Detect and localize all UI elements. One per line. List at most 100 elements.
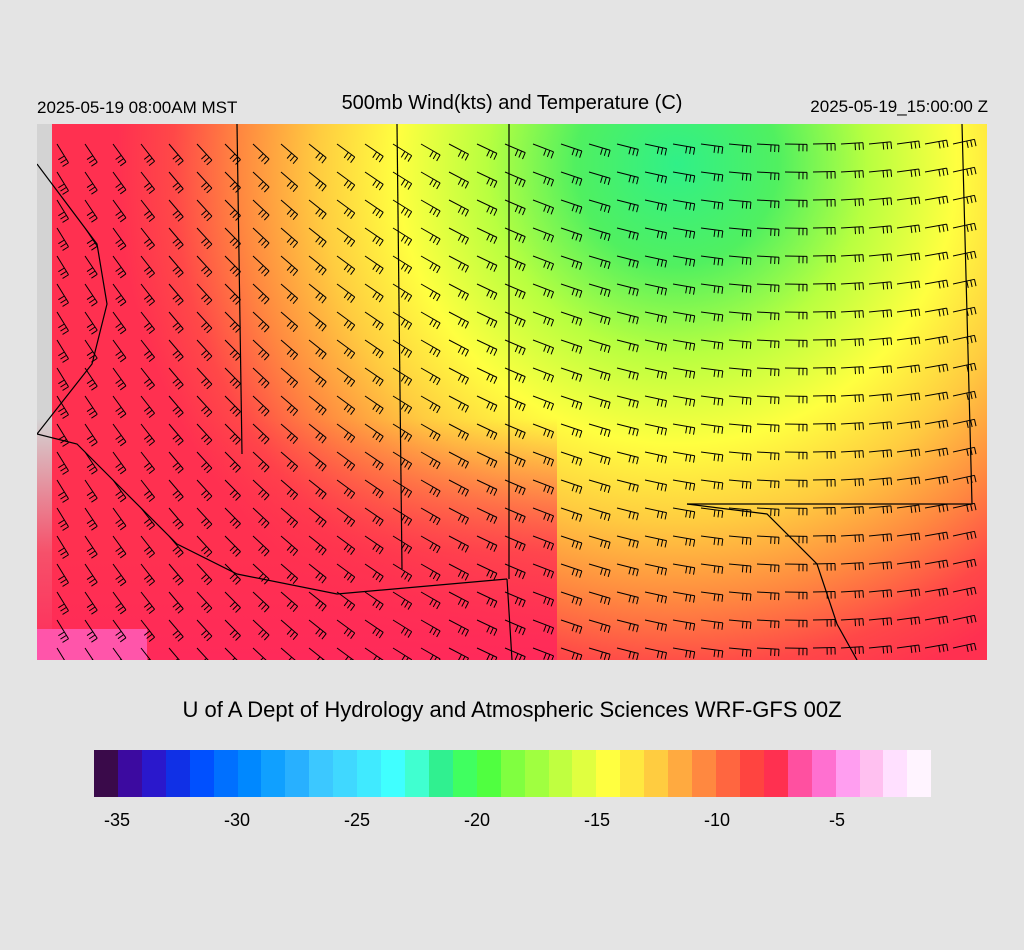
wind-barb-flag bbox=[890, 561, 893, 569]
wind-barb-flag bbox=[882, 450, 885, 458]
wind-barb-flag bbox=[289, 211, 296, 218]
wind-barb-flag bbox=[60, 298, 67, 304]
wind-barb-flag bbox=[910, 449, 913, 458]
wind-barb-flag bbox=[143, 266, 151, 272]
wind-barb-flag bbox=[350, 436, 356, 443]
wind-barb-flag bbox=[91, 553, 98, 559]
wind-barb-flag bbox=[143, 210, 151, 216]
wind-barb bbox=[112, 423, 127, 443]
wind-barb-flag bbox=[343, 460, 349, 467]
wind-barb bbox=[560, 367, 583, 376]
wind-barb-flag bbox=[636, 653, 639, 661]
wind-barb-flag bbox=[88, 242, 96, 248]
colorbar-swatch bbox=[883, 750, 908, 797]
wind-barb-flag bbox=[918, 532, 921, 540]
wind-barb-flag bbox=[938, 253, 941, 261]
wind-barb bbox=[252, 619, 270, 636]
wind-barb-flag bbox=[741, 313, 744, 321]
wind-barb-flag bbox=[946, 140, 949, 148]
wind-barb bbox=[616, 199, 639, 206]
wind-barb-flag bbox=[632, 260, 635, 268]
wind-barb-flag bbox=[910, 561, 913, 570]
wind-barb bbox=[112, 395, 127, 415]
wind-barb-flag bbox=[918, 280, 921, 288]
wind-barb bbox=[700, 171, 723, 176]
wind-barb-flag bbox=[119, 217, 127, 223]
wind-barb-flag bbox=[229, 181, 236, 188]
wind-barb-flag bbox=[404, 433, 409, 440]
wind-barb-flag bbox=[88, 410, 96, 416]
wind-barb-flag bbox=[970, 308, 973, 316]
wind-barb-flag bbox=[117, 298, 124, 304]
colorbar-swatch bbox=[189, 750, 214, 797]
wind-barb-flag bbox=[404, 629, 409, 636]
wind-barb-flag bbox=[58, 323, 65, 329]
wind-barb-flag bbox=[404, 153, 409, 160]
wind-barb-flag bbox=[713, 565, 716, 573]
init-time-label: 2025-05-19_15:00:00 Z bbox=[810, 97, 988, 116]
wind-barb-flag bbox=[493, 461, 498, 468]
wind-barb-flag bbox=[400, 571, 406, 578]
wind-barb-flag bbox=[721, 314, 724, 322]
wind-barb-flag bbox=[232, 240, 239, 247]
wind-barb-flag bbox=[721, 594, 724, 602]
wind-barb-flag bbox=[717, 202, 720, 210]
wind-barb-flag bbox=[546, 290, 551, 298]
wind-barb-flag bbox=[493, 629, 498, 636]
wind-barb bbox=[140, 423, 156, 442]
wind-barb-flag bbox=[464, 321, 469, 329]
wind-barb bbox=[672, 199, 695, 205]
wind-barb-flag bbox=[600, 623, 603, 631]
wind-barb-flag bbox=[289, 239, 296, 246]
wind-barb-flag bbox=[263, 606, 270, 613]
wind-barb-flag bbox=[522, 320, 526, 328]
wind-barb-flag bbox=[461, 180, 466, 187]
wind-barb-flag bbox=[486, 233, 491, 241]
wind-barb bbox=[448, 143, 469, 155]
wind-barb-flag bbox=[970, 532, 973, 540]
wind-barb-flag bbox=[721, 454, 724, 462]
wind-barb-flag bbox=[263, 242, 270, 249]
wind-barb-flag bbox=[407, 463, 413, 470]
wind-barb-flag bbox=[918, 616, 921, 624]
wind-barb-flag bbox=[628, 399, 632, 407]
wind-barb-flag bbox=[175, 521, 182, 527]
wind-barb bbox=[196, 451, 213, 469]
wind-barb-flag bbox=[890, 169, 893, 177]
wind-barb-flag bbox=[232, 548, 239, 555]
wind-barb-flag bbox=[378, 548, 384, 555]
wind-barb-flag bbox=[713, 481, 716, 489]
wind-barb-flag bbox=[436, 462, 441, 470]
wind-barb-flag bbox=[378, 268, 384, 275]
wind-barb-flag bbox=[229, 573, 236, 580]
wind-barb bbox=[140, 367, 156, 386]
wind-barb-flag bbox=[315, 460, 321, 467]
wind-barb bbox=[252, 311, 270, 328]
wind-barb-flag bbox=[546, 402, 551, 410]
wind-barb-flag bbox=[343, 628, 349, 635]
wind-barb-flag bbox=[258, 349, 264, 356]
wind-barb-flag bbox=[938, 169, 941, 177]
wind-barb-flag bbox=[600, 203, 603, 211]
wind-barb bbox=[308, 563, 327, 579]
wind-barb-flag bbox=[636, 401, 639, 409]
wind-barb-flag bbox=[579, 542, 583, 550]
wind-barb-flag bbox=[60, 494, 67, 500]
wind-barb-flag bbox=[232, 632, 239, 639]
wind-barb-flag bbox=[628, 595, 632, 603]
wind-barb bbox=[420, 255, 441, 268]
wind-barb bbox=[336, 283, 356, 298]
wind-barb-flag bbox=[146, 605, 153, 611]
wind-barb bbox=[84, 255, 98, 275]
wind-barb-flag bbox=[938, 589, 941, 597]
wind-barb-flag bbox=[914, 421, 917, 429]
wind-barb bbox=[728, 339, 751, 343]
wind-barb bbox=[924, 195, 947, 201]
colorbar-swatch bbox=[500, 750, 525, 797]
wind-barb-flag bbox=[343, 320, 349, 327]
wind-barb-flag bbox=[343, 208, 349, 215]
wind-barb-flag bbox=[289, 491, 296, 498]
wind-barb-flag bbox=[942, 560, 945, 568]
wind-barb bbox=[560, 535, 583, 544]
wind-barb-flag bbox=[910, 253, 913, 262]
